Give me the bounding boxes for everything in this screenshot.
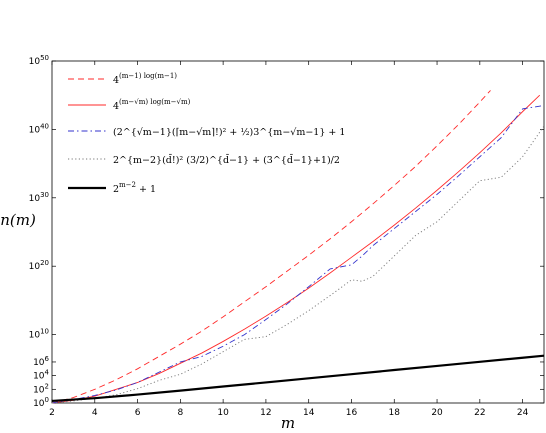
- x-tick-label: 20: [431, 408, 443, 418]
- legend-label-4: 2^{m−2}(d̄!)² (3/2)^{d̄−1} + (3^{d̄−1}+1…: [113, 154, 340, 166]
- y-tick-label: 1050: [29, 54, 49, 67]
- y-tick-label: 1030: [29, 191, 49, 204]
- x-tick-label: 16: [346, 408, 358, 418]
- legend: 4(m−1) log(m−1) 4(m−√m) log(m−√m) (2^{√m−1…: [68, 72, 345, 195]
- series-line-1: [51, 90, 491, 404]
- y-tick-label: 106: [33, 355, 49, 368]
- y-axis-label: n(m): [0, 211, 36, 229]
- series-line-3: [51, 105, 545, 404]
- y-tick-label: 104: [33, 369, 49, 382]
- x-tick-label: 18: [389, 408, 401, 418]
- x-tick-label: 12: [260, 408, 271, 418]
- legend-label-1: 4(m−1) log(m−1): [113, 72, 177, 86]
- x-tick-label: 24: [517, 408, 529, 418]
- series-line-4: [51, 125, 545, 404]
- x-tick-label: 14: [303, 408, 315, 418]
- y-tick-label: 1040: [29, 122, 49, 135]
- y-tick-label: 1020: [29, 259, 49, 272]
- x-tick-label: 6: [135, 408, 141, 418]
- plot-frame: [51, 60, 545, 404]
- legend-label-5: 2m−2 + 1: [113, 181, 156, 195]
- y-tick-label: 102: [33, 382, 49, 395]
- x-tick-label: 22: [474, 408, 485, 418]
- x-tick-label: 8: [177, 408, 183, 418]
- x-tick-label: 10: [217, 408, 229, 418]
- series-layer: [51, 90, 545, 404]
- legend-label-2: 4(m−√m) log(m−√m): [113, 98, 191, 112]
- y-tick-label: 1010: [29, 328, 49, 341]
- x-axis-label: m: [281, 414, 295, 432]
- x-tick-label: 4: [92, 408, 98, 418]
- series-line-5: [51, 354, 545, 403]
- legend-label-3: (2^{√m−1}(⌈m−√m⌉!)² + ½)3^{m−√m−1} + 1: [113, 127, 345, 138]
- y-tick-label: 100: [33, 396, 49, 409]
- axis-ticks: 2 4 6 8 10 12 14 16 18 20 22 2410010210410610101020…: [29, 54, 544, 418]
- series-line-2: [51, 94, 541, 404]
- x-tick-label: 2: [49, 408, 55, 418]
